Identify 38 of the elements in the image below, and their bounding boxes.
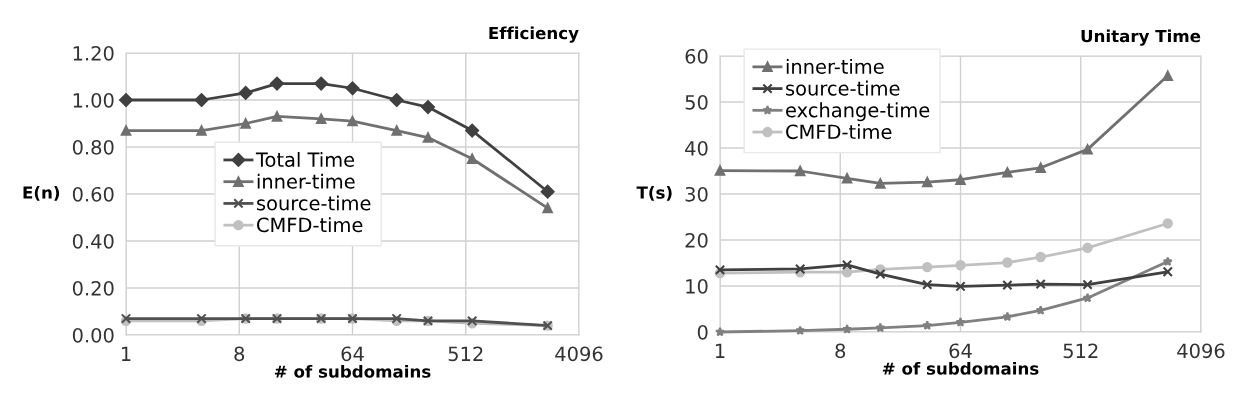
x-tick-label: 1 (121, 346, 131, 361)
y-tick-label: 0.60 (72, 186, 114, 202)
y-axis-title: E(n) (23, 185, 60, 201)
x-tick-label: 4096 (555, 346, 603, 362)
x-axis-title: # of subdomains (274, 364, 431, 378)
x-tick-label: 4096 (1177, 343, 1225, 359)
chart-title: Unitary Time (1081, 29, 1201, 46)
legend-label: CMFD-time (257, 217, 363, 233)
y-tick-label: 10 (686, 278, 708, 294)
y-tick-label: 60 (685, 48, 708, 64)
chart-title: Efficiency (489, 26, 579, 43)
y-tick-label: 0.80 (72, 139, 114, 155)
y-tick-label: 0.20 (72, 280, 114, 296)
x-tick-label: 512 (448, 346, 483, 362)
y-axis-title: T(s) (636, 185, 672, 201)
legend-label: source-time (786, 80, 900, 96)
y-tick-label: 50 (685, 94, 708, 110)
legend-label: Total Time (255, 151, 355, 168)
y-tick-label: 30 (685, 186, 708, 202)
x-axis-title: # of subdomains (882, 361, 1039, 375)
y-tick-label: 0.40 (72, 233, 114, 249)
x-tick-label: 64 (341, 346, 364, 362)
legend-label: source-time (257, 195, 371, 211)
legend-label: exchange-time (786, 102, 930, 122)
legend-label: inner-time (257, 173, 355, 189)
x-tick-label: 64 (949, 343, 972, 359)
y-tick-label: 0 (697, 324, 708, 340)
x-tick-label: 1 (715, 343, 725, 358)
y-tick-label: 40 (685, 140, 708, 156)
y-tick-label: 20 (685, 232, 708, 248)
x-tick-label: 512 (1063, 343, 1098, 359)
x-tick-label: 8 (234, 346, 245, 362)
x-tick-label: 8 (835, 343, 846, 359)
y-tick-label: 1.00 (73, 92, 114, 108)
legend-label: inner-time (786, 58, 884, 74)
legend-label: CMFD-time (786, 124, 892, 140)
y-tick-label: 1.20 (73, 45, 114, 61)
y-tick-label: 0.00 (72, 327, 114, 343)
